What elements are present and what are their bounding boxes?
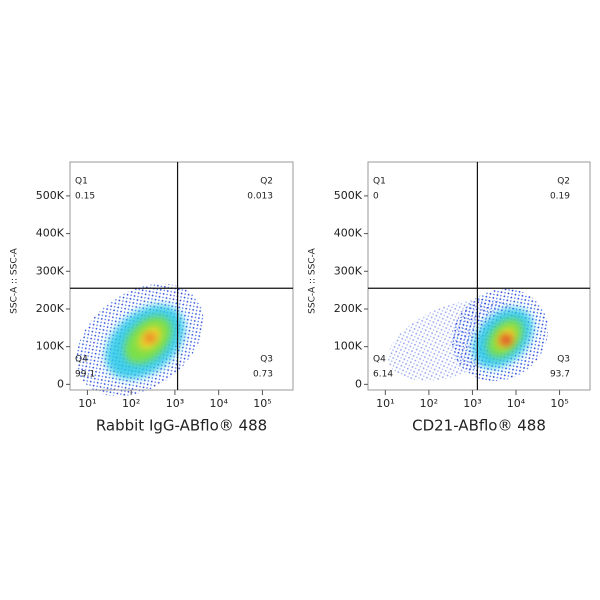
quadrant-name: Q1 [373, 177, 386, 187]
quadrant-name: Q3 [260, 355, 273, 365]
y-tick-label: 500K [334, 189, 363, 202]
y-tick-label: 200K [334, 302, 363, 315]
y-tick-label: 200K [36, 302, 65, 315]
quadrant-name: Q4 [75, 355, 88, 365]
y-tick-label: 0 [355, 377, 362, 390]
y-tick-label: 500K [36, 189, 65, 202]
quadrant-value: 99.1 [75, 370, 95, 380]
quadrant-value: 0.73 [253, 370, 273, 380]
quadrant-name: Q3 [557, 355, 570, 365]
quadrant-value: 0 [373, 192, 379, 202]
quadrant-value: 0.19 [550, 192, 570, 202]
quadrant-name: Q2 [557, 177, 570, 187]
x-axis-title: Rabbit IgG-ABflo® 488 [96, 417, 267, 435]
y-tick-label: 300K [36, 264, 65, 277]
y-tick-label: 100K [36, 340, 65, 353]
x-tick-label: 10⁴ [507, 397, 526, 410]
y-axis-title: SSC-A :: SSC-A [308, 247, 318, 313]
quadrant-name: Q1 [75, 177, 88, 187]
x-tick-label: 10² [420, 397, 438, 410]
x-tick-label: 10³ [463, 397, 481, 410]
x-tick-label: 10² [122, 397, 140, 410]
x-tick-label: 10³ [166, 397, 184, 410]
x-tick-label: 10⁵ [253, 397, 271, 410]
plot-frame [367, 161, 591, 391]
quadrant-value: 0.15 [75, 192, 95, 202]
y-tick-label: 100K [334, 340, 363, 353]
quadrant-value: 6.14 [373, 370, 393, 380]
quadrant-value: 0.013 [247, 192, 273, 202]
density-cloud-left [76, 283, 204, 397]
y-tick-label: 0 [57, 377, 64, 390]
quadrant-value: 93.7 [550, 370, 570, 380]
x-tick-label: 10¹ [376, 397, 394, 410]
density-cloud-right [388, 288, 549, 382]
x-axis-title: CD21-ABflo® 488 [412, 417, 546, 435]
quadrant-name: Q4 [373, 355, 386, 365]
x-tick-label: 10⁴ [209, 397, 228, 410]
quadrant-name: Q2 [260, 177, 273, 187]
x-tick-label: 10⁵ [550, 397, 568, 410]
plot-frame [69, 161, 294, 391]
y-tick-label: 400K [36, 227, 65, 240]
y-tick-label: 400K [334, 227, 363, 240]
x-tick-label: 10¹ [78, 397, 96, 410]
y-tick-label: 300K [334, 264, 363, 277]
y-axis-title: SSC-A :: SSC-A [10, 247, 20, 313]
